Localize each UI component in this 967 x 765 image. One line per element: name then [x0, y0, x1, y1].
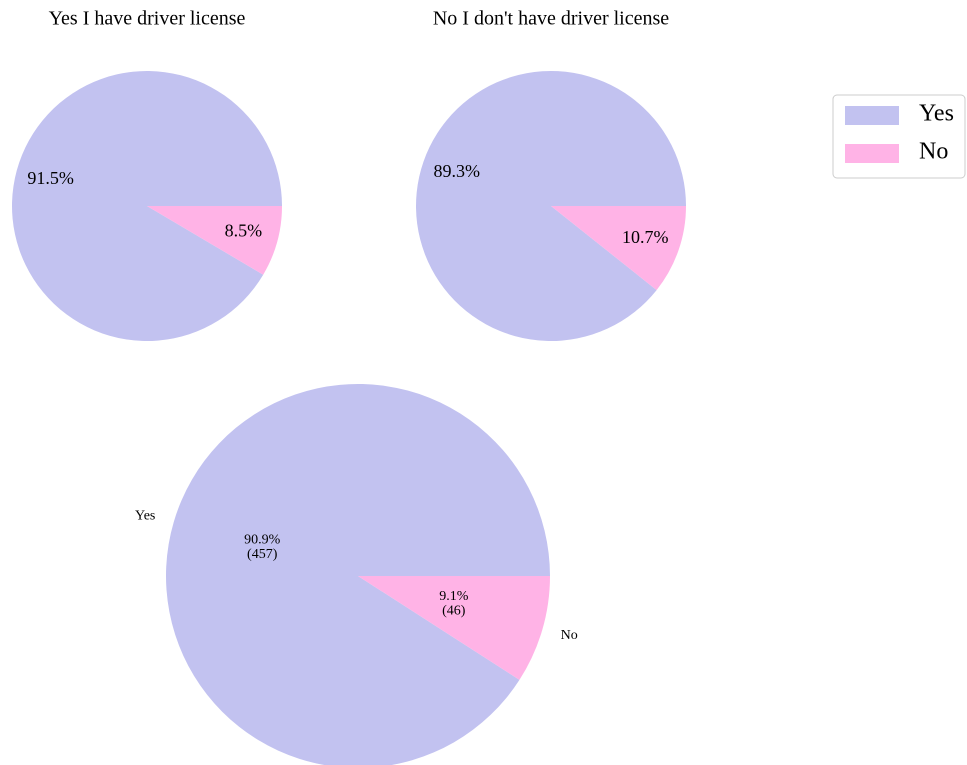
slice-value-label: 8.5%: [225, 220, 263, 240]
legend-label: No: [919, 139, 948, 165]
slice-category-label: Yes: [135, 509, 155, 524]
pie-slice: [12, 70, 283, 342]
legend-swatch: [845, 144, 899, 163]
legend-swatch: [845, 106, 899, 125]
slice-category-label: No: [561, 628, 578, 643]
pie-title: No I don't have driver license: [433, 8, 669, 30]
legend-label: Yes: [919, 101, 954, 127]
pie-slice: [551, 206, 686, 291]
pie-slice: [358, 576, 550, 680]
slice-value-label: 91.5%: [27, 168, 74, 188]
pie-title: Yes I have driver license: [49, 8, 246, 30]
slice-value-label: 10.7%: [622, 227, 669, 247]
pie-slice: [166, 384, 550, 765]
slice-value-label: 90.9% (457): [244, 533, 281, 563]
pie-slice: [147, 206, 282, 275]
slice-value-label: 9.1% (46): [439, 589, 469, 619]
pie-slice: [416, 70, 686, 341]
slice-value-label: 89.3%: [433, 161, 480, 181]
